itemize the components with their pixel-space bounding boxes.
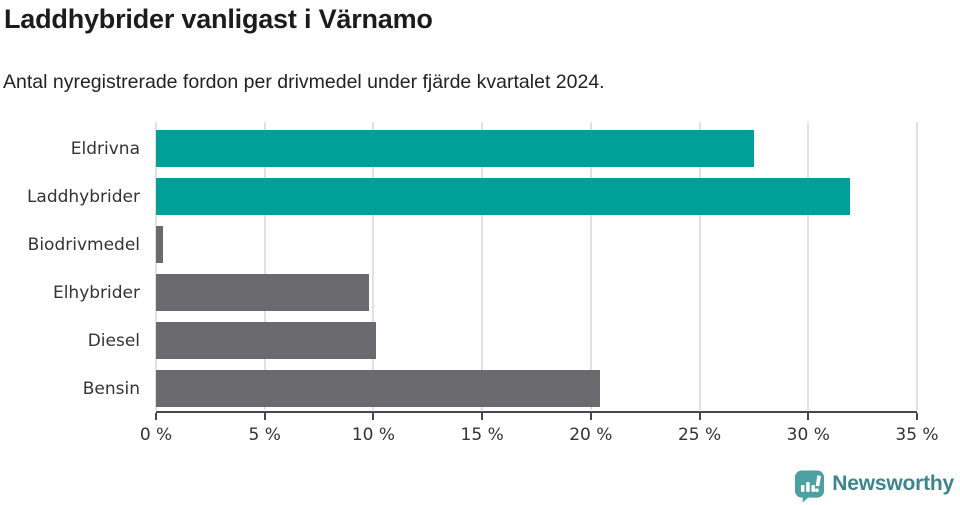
axis-tick-15 (481, 413, 484, 420)
category-label: Diesel (87, 330, 140, 351)
bar-row: Diesel (0, 314, 960, 362)
chart-subtitle: Antal nyregistrerade fordon per drivmede… (3, 71, 605, 93)
axis-tick-35 (916, 413, 918, 420)
x-axis: 0 % 5 % 10 % 15 % 20 % 25 % 30 % 35 % (140, 411, 939, 461)
axis-tick-label: 10 % (351, 425, 396, 445)
bar-row: Bensin (0, 362, 960, 410)
axis-tick-label: 20 % (569, 425, 613, 445)
category-label: Laddhybrider (26, 186, 140, 207)
gridlines (155, 122, 918, 410)
brand-footer: Newsworthy (794, 469, 954, 503)
bar-row: Eldrivna (0, 122, 960, 170)
category-label: Eldrivna (70, 138, 140, 159)
bar-diesel (156, 322, 376, 359)
bar-bensin (156, 370, 600, 407)
bar-track (156, 362, 917, 410)
gridline-25 (698, 122, 701, 410)
gridline-20 (589, 122, 592, 410)
bar-track (156, 314, 917, 362)
axis-tick-10 (372, 413, 375, 420)
bar-row: Laddhybrider (0, 170, 960, 218)
newsworthy-logo-icon (795, 470, 825, 502)
bar-chart: Eldrivna Laddhybrider Biodrivmedel Elhybrid… (0, 122, 960, 462)
axis-tick-label: 0 % (139, 425, 173, 445)
axis-tick-25 (698, 413, 701, 420)
bar-track (156, 266, 917, 314)
category-label: Biodrivmedel (27, 234, 140, 255)
bar-biodrivmedel (156, 226, 163, 263)
chart-title: Laddhybrider vanligast i Värnamo (4, 4, 433, 34)
axis-tick-5 (263, 413, 266, 420)
category-label: Bensin (82, 378, 140, 399)
bar-elhybrider (156, 274, 370, 311)
gridline-15 (481, 122, 484, 410)
brand-name: Newsworthy (832, 472, 954, 495)
bar-eldrivna (156, 130, 754, 167)
gridline-10 (372, 122, 375, 410)
gridline-35 (916, 122, 918, 410)
gridline-30 (807, 122, 810, 410)
bar-track (156, 218, 917, 266)
bar-track (156, 170, 917, 218)
axis-tick-label: 15 % (460, 425, 504, 445)
axis-tick-0 (155, 413, 157, 420)
bar-track (156, 122, 917, 170)
bar-row: Elhybrider (0, 266, 960, 314)
axis-tick-30 (807, 413, 810, 420)
category-label: Elhybrider (52, 282, 140, 303)
axis-tick-label: 25 % (677, 425, 722, 445)
gridline-5 (263, 122, 266, 410)
axis-tick-20 (589, 413, 592, 420)
axis-tick-label: 30 % (786, 425, 830, 445)
bar-rows: Eldrivna Laddhybrider Biodrivmedel Elhybrid… (0, 122, 960, 410)
gridline-0 (155, 122, 157, 410)
axis-tick-label: 35 % (895, 425, 939, 445)
axis-tick-label: 5 % (248, 425, 281, 445)
bar-row: Biodrivmedel (0, 218, 960, 266)
bar-laddhybrider (156, 178, 850, 215)
